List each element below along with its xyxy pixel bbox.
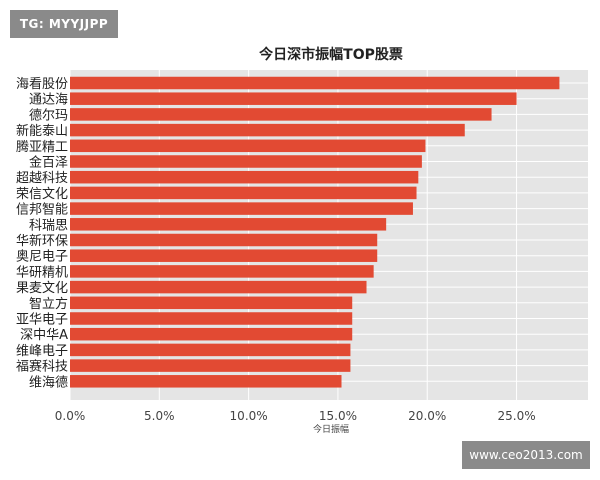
bar	[70, 296, 353, 310]
bar	[70, 280, 367, 294]
bar	[70, 202, 413, 215]
bar	[70, 76, 560, 90]
category-label: 信邦智能	[16, 203, 68, 218]
x-tick-label: 10.0%	[230, 409, 268, 423]
bar	[70, 327, 353, 341]
category-label: 奥尼电子	[16, 250, 68, 265]
x-tick-layer: 0.0% 5.0% 10.0% 15.0% 20.0% 25.0%	[55, 409, 536, 423]
bar	[70, 359, 351, 372]
watermark-top-left: TG: MYYJJPP	[10, 10, 118, 38]
watermark-bottom-right: www.ceo2013.com	[462, 441, 590, 469]
bar	[70, 155, 422, 168]
bar	[70, 312, 353, 325]
category-label: 海看股份	[16, 76, 68, 92]
bar	[70, 265, 374, 278]
x-tick-label: 5.0%	[144, 409, 175, 423]
category-label: 金百泽	[29, 155, 68, 171]
category-label: 通达海	[29, 93, 68, 108]
category-label: 深中华A	[20, 328, 68, 343]
bar	[70, 170, 419, 184]
category-label-layer: 海看股份通达海德尔玛新能泰山腾亚精工金百泽超越科技荣信文化信邦智能科瑞思华新环保…	[16, 76, 68, 390]
bar	[70, 233, 378, 247]
x-tick-label: 15.0%	[319, 409, 357, 423]
category-label: 亚华电子	[16, 313, 68, 328]
category-label: 维峰电子	[16, 344, 68, 359]
x-tick-label: 25.0%	[497, 409, 535, 423]
bar	[70, 92, 517, 105]
category-label: 华研精机	[16, 265, 68, 280]
category-label: 荣信文化	[16, 187, 68, 202]
category-label: 超越科技	[16, 171, 68, 186]
category-label: 福赛科技	[16, 359, 68, 375]
bar	[70, 218, 387, 231]
bar	[70, 343, 351, 357]
chart-title: 今日深市振幅TOP股票	[258, 46, 403, 63]
x-axis-label: 今日振幅	[313, 423, 349, 435]
bar	[70, 123, 465, 137]
bar	[70, 139, 426, 153]
x-tick-label: 20.0%	[408, 409, 446, 423]
category-label: 维海德	[29, 375, 68, 390]
bar	[70, 186, 417, 200]
bar	[70, 108, 492, 121]
category-label: 智立方	[29, 296, 68, 312]
category-label: 德尔玛	[29, 108, 68, 123]
x-tick-label: 0.0%	[55, 409, 86, 423]
category-label: 果麦文化	[16, 281, 68, 296]
bar	[70, 249, 378, 262]
category-label: 华新环保	[16, 233, 68, 249]
bar	[70, 375, 342, 388]
category-label: 新能泰山	[16, 123, 68, 139]
category-label: 腾亚精工	[16, 139, 68, 155]
bar-layer	[70, 76, 560, 388]
category-label: 科瑞思	[29, 218, 68, 233]
